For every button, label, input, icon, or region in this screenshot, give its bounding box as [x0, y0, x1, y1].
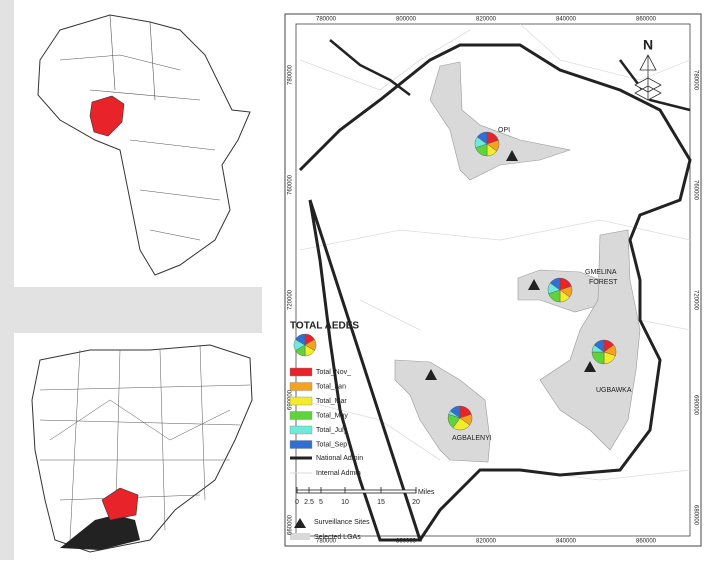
- y-coord-left: 660000: [288, 514, 294, 535]
- legend-national: National Admin: [316, 455, 363, 462]
- x-coord-top: 840000: [556, 17, 577, 23]
- legend-title: TOTAL AEDES: [290, 321, 359, 332]
- legend-label: Total_Nov_: [316, 369, 351, 376]
- africa-borders: [59, 14, 221, 241]
- site-label: AGBALENYI: [452, 435, 492, 442]
- y-coord-left: 780000: [288, 64, 294, 85]
- surveillance-site: [506, 150, 518, 161]
- legend-label: Total_May: [316, 412, 348, 419]
- site-label: GMELINA: [585, 269, 617, 276]
- x-coord-bottom: 840000: [556, 539, 577, 545]
- x-coord-bottom: 860000: [636, 539, 657, 545]
- national-admin-boundary: [298, 43, 692, 542]
- legend-swatch: [289, 411, 313, 420]
- scale-label: 15: [377, 499, 385, 506]
- x-coord-bottom: 820000: [476, 539, 497, 545]
- scale-label: 10: [341, 499, 349, 506]
- key-lga-swatch: [290, 533, 310, 540]
- gray-strip: [0, 0, 14, 560]
- legend-label: Total_July: [316, 427, 348, 434]
- x-coord-top: 800000: [396, 17, 417, 23]
- y-coord-right: 720000: [692, 290, 698, 311]
- y-coord-right: 780000: [692, 70, 698, 91]
- gray-band: [0, 287, 262, 333]
- lga-opi: [429, 61, 572, 181]
- x-coord-bottom: 800000: [396, 539, 417, 545]
- x-coord-top: 860000: [636, 17, 657, 23]
- legend-label: Total_Mar: [316, 398, 347, 405]
- legend-swatch: [289, 367, 313, 377]
- y-coord-right: 680000: [692, 505, 698, 526]
- legend-swatch: [289, 382, 313, 391]
- legend-label: Total_Sep: [316, 441, 347, 448]
- nigeria-highlight: [89, 95, 125, 137]
- legend-internal: Internal Admin: [316, 470, 361, 477]
- key-sites: Surveillance Sites: [314, 519, 370, 526]
- x-coord-top: 780000: [316, 17, 337, 23]
- y-coord-right: 760000: [692, 180, 698, 201]
- lga-ugbawka: [539, 229, 641, 451]
- x-coord-top: 820000: [476, 17, 497, 23]
- surveillance-site: [425, 369, 437, 380]
- y-coord-left: 760000: [288, 174, 294, 195]
- legend-swatch: [289, 425, 313, 435]
- pie-slice: [450, 405, 461, 419]
- scale-label: 0: [295, 499, 299, 506]
- north-label: N: [643, 37, 653, 53]
- y-coord-right: 690000: [692, 395, 698, 416]
- scale-label: 5: [319, 499, 323, 506]
- site-label: UGBAWKA: [596, 387, 632, 394]
- legend-swatch: [289, 440, 313, 449]
- key-lgas: Selected LGAs: [314, 534, 361, 541]
- y-coord-left: 720000: [288, 289, 294, 310]
- africa-outline: [37, 14, 251, 276]
- surveillance-site: [584, 361, 596, 372]
- lga-agbalenyi: [394, 359, 491, 463]
- outer-boundaries: [329, 39, 691, 112]
- legend-swatch: [289, 396, 313, 406]
- pie-slice: [550, 277, 561, 291]
- scale-label: 20: [412, 499, 420, 506]
- x-coord-bottom: 780000: [316, 539, 337, 545]
- scale-unit: Miles: [418, 489, 435, 496]
- enugu-highlight: [101, 487, 139, 521]
- pie-slice: [594, 339, 605, 353]
- site-label: FOREST: [589, 279, 618, 286]
- scale-bar: [296, 489, 417, 494]
- surveillance-site: [528, 279, 540, 290]
- key-triangle: [294, 518, 306, 528]
- scale-label: 2.5: [304, 499, 314, 506]
- north-arrow: [634, 54, 662, 101]
- legend-label: Total_Jan: [316, 383, 346, 390]
- pie-slice: [477, 131, 488, 145]
- site-label: OPI: [498, 127, 510, 134]
- pie-slice: [295, 333, 306, 346]
- delta-region: [60, 515, 140, 550]
